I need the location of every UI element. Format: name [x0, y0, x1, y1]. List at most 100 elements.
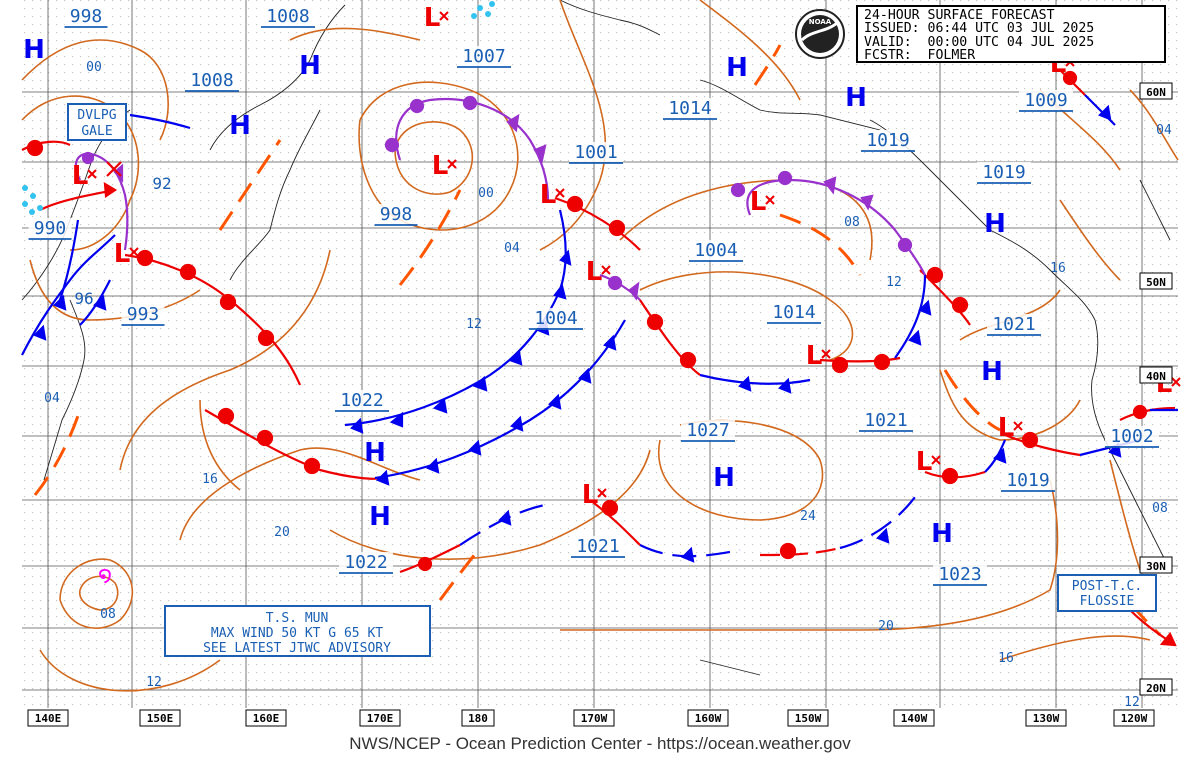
pressure-label: 1004: [534, 308, 577, 329]
isobar-value-label: 12: [1124, 695, 1140, 710]
low-center: L: [750, 187, 767, 217]
dvlpg-line2: GALE: [81, 124, 112, 139]
noaa-logo-text: NOAA: [809, 18, 832, 26]
high-center: H: [369, 502, 391, 532]
lon-label: 150E: [147, 712, 174, 725]
lon-label-box: [573, 709, 615, 727]
header-issued: ISSUED: 06:44 UTC 03 JUL 2025: [864, 21, 1095, 37]
pressure-label: 1019: [982, 162, 1025, 183]
high-center: H: [23, 35, 45, 65]
pressure-label: 1009: [1024, 90, 1067, 111]
storm-x-marks: [106, 161, 122, 177]
pressure-label: 1002: [1110, 426, 1153, 447]
warm-fronts: [21, 69, 1176, 574]
troughs: [33, 44, 1162, 637]
occluded-fronts: [74, 95, 926, 301]
isobar-value-label: 16: [998, 651, 1014, 666]
high-center: H: [981, 357, 1003, 387]
lon-label-box: [893, 709, 935, 727]
low-center: L: [998, 413, 1015, 443]
pressure-label-bg: [335, 390, 389, 410]
pressure-label-bg: [569, 142, 623, 162]
pressure-label: 1019: [1006, 470, 1049, 491]
pressure-label-bg: [374, 204, 418, 224]
lat-label-box: [1139, 366, 1173, 384]
low-center: L: [424, 3, 441, 33]
cold-fronts: [21, 94, 1178, 563]
lat-label-box: [1139, 556, 1173, 574]
pressure-label: 990: [34, 218, 67, 239]
pressure-label: 1008: [190, 70, 233, 91]
lat-label: 30N: [1146, 560, 1166, 573]
dvlpg-gale-box: DVLPG GALE: [67, 103, 127, 141]
movement-arrows: [39, 181, 1177, 647]
pressure-label-bg: [64, 6, 108, 26]
lon-label-box: [687, 709, 729, 727]
lon-label: 170E: [367, 712, 394, 725]
noaa-logo: NOAA: [795, 9, 845, 59]
pressure-label-bg: [987, 314, 1041, 334]
low-center: L: [916, 447, 933, 477]
isobar-value-label: 16: [1050, 261, 1066, 276]
pressure-label: 998: [70, 6, 103, 27]
pressure-label-bg: [28, 218, 72, 238]
low-x-mark: [601, 265, 611, 275]
lat-label-box: [1139, 82, 1173, 100]
lon-label-box: [27, 709, 69, 727]
lon-label: 160W: [695, 712, 722, 725]
isobar-value-label: 04: [504, 241, 520, 256]
pressure-label-bg: [457, 46, 511, 66]
pressure-label-bg: [571, 536, 625, 556]
pressure-label: 1004: [694, 240, 737, 261]
high-center: H: [364, 438, 386, 468]
pressure-label-bg: [529, 308, 583, 328]
high-center: H: [845, 83, 867, 113]
isobar-value-label: 12: [146, 675, 162, 690]
high-center: H: [726, 53, 748, 83]
pressure-label: 1014: [772, 302, 815, 323]
pressure-label-bg: [689, 240, 743, 260]
isobar-value-label: 16: [202, 472, 218, 487]
lon-label: 150W: [795, 712, 822, 725]
ts-mun-line2: MAX WIND 50 KT G 65 KT: [211, 626, 383, 641]
low-center: L: [586, 257, 603, 287]
isobar-value-label: 20: [878, 619, 894, 634]
longitude-labels: 140E 150E 160E 170E 180 170W 160W 150W 140W 130W 1…: [27, 709, 1155, 727]
forecast-header: 24-HOUR SURFACE FORECAST ISSUED: 06:44 U…: [856, 5, 1166, 63]
isobar-value-label: 24: [800, 509, 816, 524]
header-valid: VALID: 00:00 UTC 04 JUL 2025: [864, 34, 1095, 50]
isobar-value-label: 00: [478, 186, 494, 201]
pressure-label: 1019: [866, 130, 909, 151]
pressure-label-bg: [339, 552, 393, 572]
isobar-value-label: 08: [100, 607, 116, 622]
lat-label: 60N: [1146, 86, 1166, 99]
pressure-label-bg: [1001, 470, 1055, 490]
flossie-line2: FLOSSIE: [1080, 594, 1135, 609]
lon-label-box: [245, 709, 287, 727]
pressure-label-bg: [933, 564, 987, 584]
pressure-label: 1021: [864, 410, 907, 431]
low-center: L: [806, 341, 823, 371]
lon-label: 180: [468, 712, 488, 725]
pressure-label-bg: [681, 420, 735, 440]
isobar-value-label: 20: [274, 525, 290, 540]
tropical-storm-symbol: ໑: [98, 563, 112, 588]
low-x-mark: [821, 349, 831, 359]
low-x-mark: [439, 11, 449, 21]
pressure-label-bg: [861, 130, 915, 150]
lon-label: 130W: [1033, 712, 1060, 725]
lon-label: 120W: [1121, 712, 1148, 725]
contour-labels: 00 92 96 04 00 04 12 08 12 16 16 20 24 20 16 08 08 12 12 04: [44, 60, 1172, 710]
high-center: H: [299, 51, 321, 81]
isobar-value-label: 04: [44, 391, 60, 406]
pressure-label: 1022: [344, 552, 387, 573]
pressure-label-bg: [1019, 90, 1073, 110]
lon-label: 140W: [901, 712, 928, 725]
low-x-mark: [87, 169, 97, 179]
low-x-mark: [1013, 421, 1023, 431]
ts-mun-line3: SEE LATEST JTWC ADVISORY: [203, 641, 391, 656]
lon-label-box: [787, 709, 829, 727]
isobar-value-label: 12: [466, 317, 482, 332]
pressure-label: 998: [380, 204, 413, 225]
